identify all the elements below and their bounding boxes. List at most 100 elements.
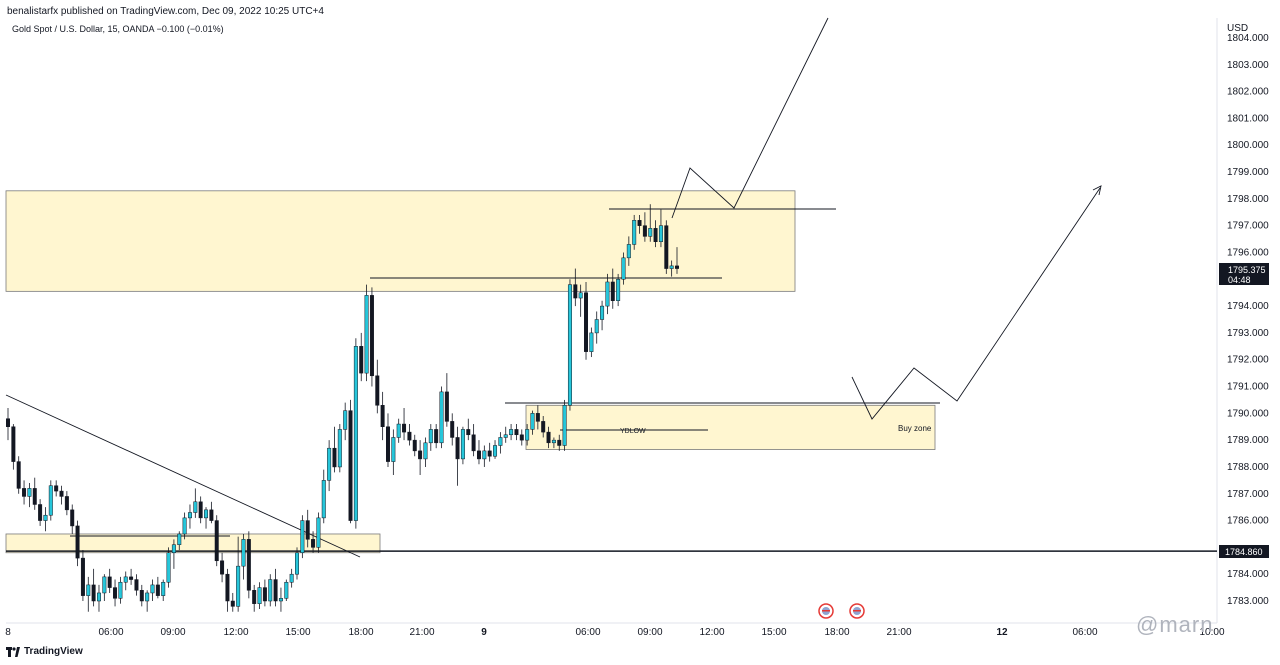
candle[interactable] — [166, 547, 171, 588]
candle[interactable] — [369, 287, 374, 387]
candle[interactable] — [70, 504, 75, 534]
candle[interactable] — [396, 418, 401, 443]
candle[interactable] — [11, 424, 16, 470]
candle[interactable] — [54, 480, 59, 497]
candle[interactable] — [514, 424, 519, 441]
candle[interactable] — [460, 426, 465, 465]
candle[interactable] — [257, 582, 262, 610]
candle[interactable] — [364, 284, 369, 382]
candle[interactable] — [321, 469, 326, 524]
candle[interactable] — [96, 584, 101, 612]
candle[interactable] — [134, 574, 139, 596]
candle[interactable] — [337, 424, 342, 473]
buy-zone-projection-path[interactable] — [851, 187, 1101, 420]
candle[interactable] — [546, 426, 551, 449]
candle[interactable] — [64, 491, 69, 516]
candle[interactable] — [525, 424, 530, 446]
candle[interactable] — [476, 440, 481, 465]
candle[interactable] — [187, 504, 192, 529]
candle[interactable] — [562, 399, 567, 451]
candle[interactable] — [434, 424, 439, 449]
candle[interactable] — [658, 209, 663, 248]
candle[interactable] — [471, 424, 476, 457]
candle[interactable] — [626, 236, 631, 266]
candle[interactable] — [311, 531, 316, 553]
candle[interactable] — [214, 515, 219, 567]
candle[interactable] — [391, 429, 396, 475]
candle[interactable] — [348, 399, 353, 524]
us-event-icon[interactable] — [849, 603, 865, 619]
candle[interactable] — [43, 507, 48, 532]
candle[interactable] — [102, 574, 107, 601]
candle[interactable] — [610, 268, 615, 309]
candle[interactable] — [16, 456, 21, 494]
candle[interactable] — [27, 483, 32, 508]
candle[interactable] — [418, 440, 423, 475]
candle[interactable] — [637, 214, 642, 234]
candle[interactable] — [455, 426, 460, 486]
candle[interactable] — [466, 418, 471, 441]
candle[interactable] — [343, 402, 348, 441]
candle[interactable] — [161, 579, 166, 601]
candle[interactable] — [439, 386, 444, 449]
candle[interactable] — [48, 480, 53, 521]
candle[interactable] — [621, 252, 626, 285]
candle[interactable] — [675, 247, 679, 274]
candle[interactable] — [600, 300, 605, 331]
candle[interactable] — [295, 547, 299, 580]
candle[interactable] — [642, 212, 647, 242]
candle[interactable] — [509, 424, 514, 441]
candle[interactable] — [584, 281, 589, 360]
candle[interactable] — [503, 426, 508, 443]
candle[interactable] — [423, 437, 428, 467]
zone-lower-demand[interactable] — [5, 533, 381, 554]
zone-upper-supply[interactable] — [5, 190, 796, 292]
candle[interactable] — [386, 413, 390, 467]
candle[interactable] — [482, 445, 487, 467]
candle[interactable] — [632, 214, 637, 250]
candle[interactable] — [402, 407, 407, 441]
candle[interactable] — [177, 531, 182, 551]
candle[interactable] — [139, 584, 144, 607]
candle[interactable] — [450, 413, 455, 446]
candle[interactable] — [75, 520, 80, 567]
candle[interactable] — [278, 587, 283, 612]
candle[interactable] — [428, 424, 433, 451]
candle[interactable] — [284, 579, 289, 601]
candle[interactable] — [91, 568, 96, 607]
candle[interactable] — [589, 327, 594, 358]
candle[interactable] — [155, 576, 160, 599]
candle[interactable] — [305, 509, 310, 548]
candle[interactable] — [107, 568, 112, 593]
candle[interactable] — [557, 434, 562, 451]
candle[interactable] — [551, 437, 556, 449]
candle[interactable] — [80, 550, 85, 601]
candle[interactable] — [241, 533, 246, 580]
candle[interactable] — [375, 359, 380, 414]
candle[interactable] — [332, 426, 337, 473]
candle[interactable] — [220, 552, 225, 583]
candle[interactable] — [262, 579, 267, 607]
candle[interactable] — [493, 440, 498, 459]
candle[interactable] — [316, 512, 321, 553]
candle[interactable] — [594, 311, 599, 344]
candle[interactable] — [59, 485, 64, 505]
candle[interactable] — [327, 440, 332, 492]
candle[interactable] — [359, 332, 364, 382]
candle[interactable] — [498, 432, 503, 454]
candle[interactable] — [567, 279, 572, 411]
candle[interactable] — [22, 480, 27, 505]
candle[interactable] — [6, 407, 10, 441]
candle[interactable] — [198, 496, 203, 524]
candle[interactable] — [541, 416, 546, 438]
candle[interactable] — [653, 220, 658, 248]
candle[interactable] — [193, 488, 198, 518]
candle[interactable] — [605, 273, 610, 315]
candle[interactable] — [230, 592, 235, 612]
candle[interactable] — [616, 273, 621, 307]
candle[interactable] — [113, 579, 118, 607]
candle[interactable] — [150, 579, 155, 601]
candle[interactable] — [578, 284, 583, 317]
candle[interactable] — [407, 424, 412, 446]
